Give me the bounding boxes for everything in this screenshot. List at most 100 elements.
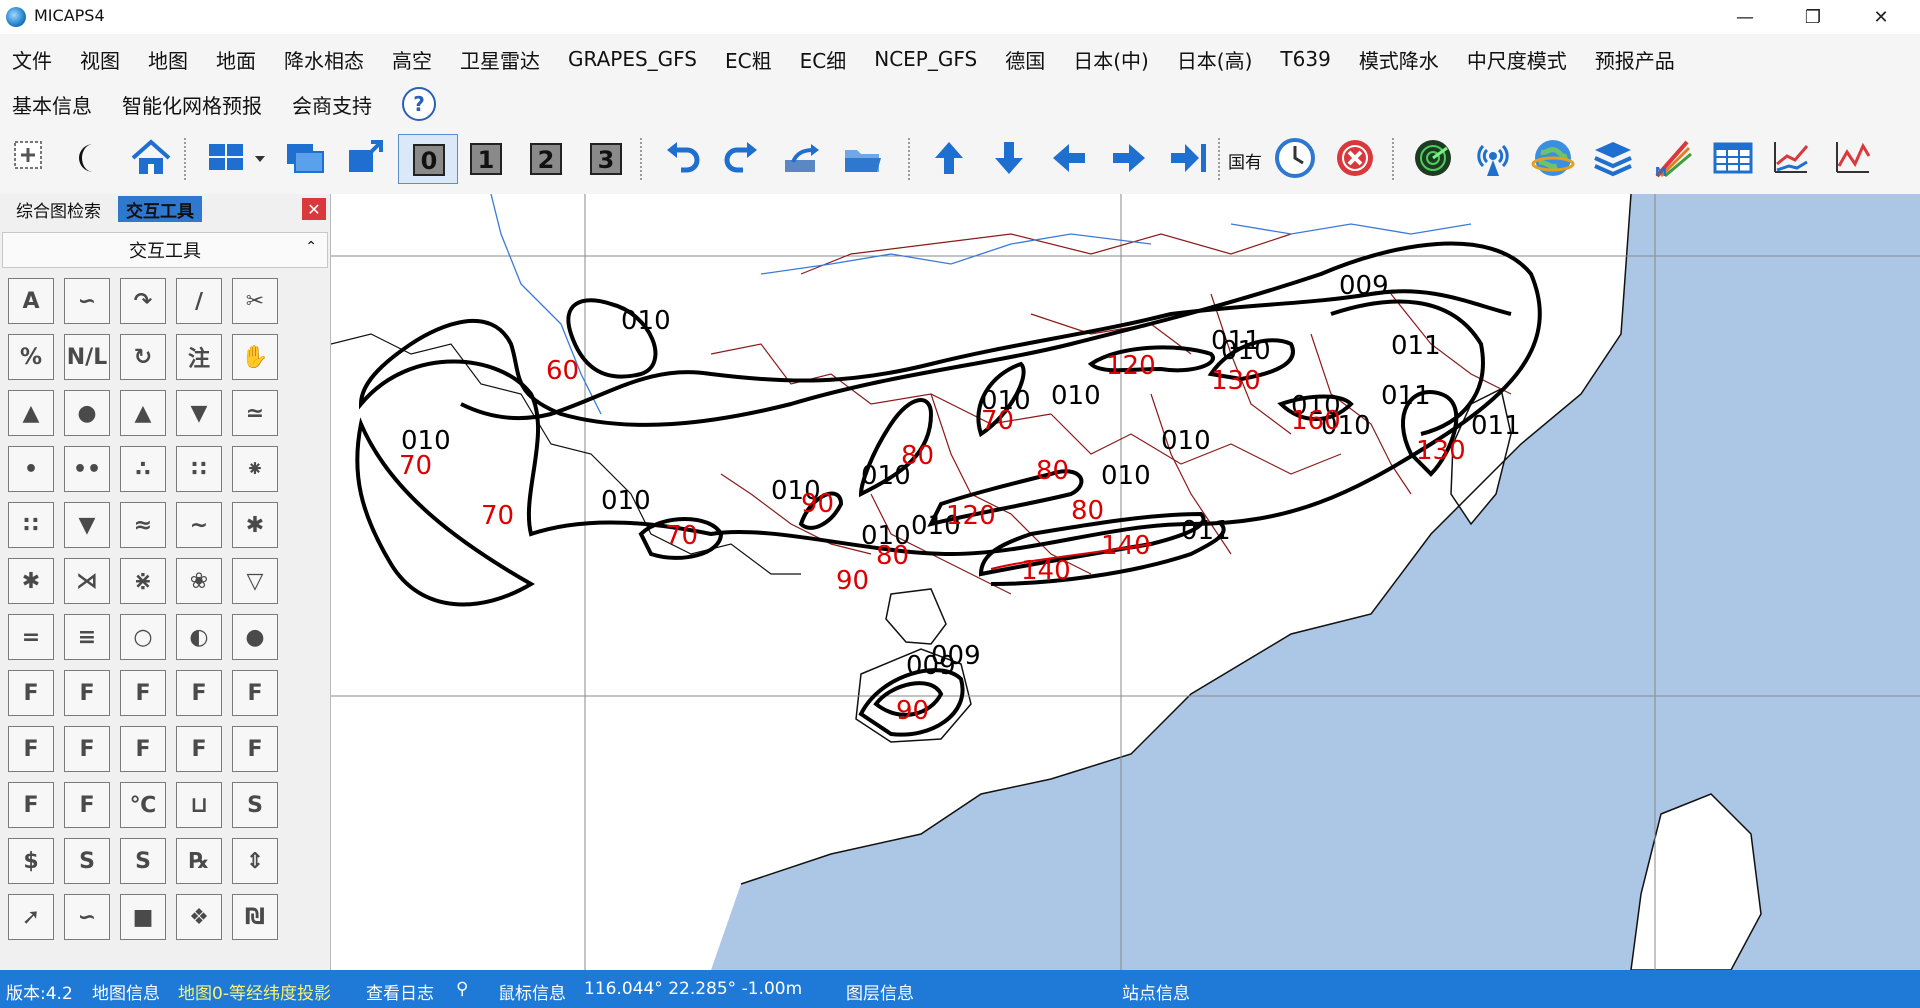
minimize-button[interactable]: — bbox=[1736, 6, 1754, 28]
menu-item-ec-fine[interactable]: EC细 bbox=[799, 48, 847, 73]
menu-item-japan-high[interactable]: 日本(高) bbox=[1176, 48, 1253, 73]
flag5-icon[interactable]: F bbox=[232, 670, 278, 716]
celsius-icon[interactable]: ℃ bbox=[120, 782, 166, 828]
snowflake-star-icon[interactable]: ✱ bbox=[232, 502, 278, 548]
s-icon[interactable]: S bbox=[232, 782, 278, 828]
menu-item-ec-coarse[interactable]: EC粗 bbox=[725, 48, 772, 73]
drifting-snow-icon[interactable]: ⋇ bbox=[120, 558, 166, 604]
status-station-info[interactable]: 站点信息 bbox=[1122, 984, 1190, 1004]
clock-icon[interactable] bbox=[1272, 134, 1318, 182]
globe-icon[interactable] bbox=[1530, 134, 1576, 182]
redo-icon[interactable] bbox=[718, 134, 764, 182]
double-curve-icon[interactable]: ∽ bbox=[64, 894, 110, 940]
map-view[interactable]: 010 010 010 010 010 010 010 010 010 010 … bbox=[331, 194, 1920, 970]
diamond-arrows-icon[interactable]: ❖ bbox=[176, 894, 222, 940]
half-circle-icon[interactable]: ◐ bbox=[176, 614, 222, 660]
menu-item-grapes-gfs[interactable]: GRAPES_GFS bbox=[568, 47, 698, 71]
flag8-icon[interactable]: F bbox=[120, 726, 166, 772]
tab-comprehensive-search[interactable]: 综合图检索 bbox=[16, 201, 101, 222]
text-A-icon[interactable]: A bbox=[8, 278, 54, 324]
menu-item-surface[interactable]: 地面 bbox=[216, 48, 256, 73]
jet-icon[interactable]: ≃ bbox=[232, 390, 278, 436]
sandstorm-icon[interactable]: ❀ bbox=[176, 558, 222, 604]
dot2-icon[interactable]: •• bbox=[64, 446, 110, 492]
menu-item-consultation[interactable]: 会商支持 bbox=[292, 93, 372, 118]
status-map-info[interactable]: 地图信息 bbox=[92, 984, 160, 1004]
occluded-front-icon[interactable]: ▲ bbox=[120, 390, 166, 436]
menu-item-germany[interactable]: 德国 bbox=[1005, 48, 1046, 73]
cold-front-icon[interactable]: ▲ bbox=[8, 390, 54, 436]
menu-item-t639[interactable]: T639 bbox=[1280, 47, 1331, 71]
flag7-icon[interactable]: F bbox=[64, 726, 110, 772]
circle-icon[interactable]: ○ bbox=[120, 614, 166, 660]
line-icon[interactable]: ∕ bbox=[176, 278, 222, 324]
table-icon[interactable] bbox=[1710, 134, 1756, 182]
dot4-icon[interactable]: ∷ bbox=[176, 446, 222, 492]
arrow-icon[interactable]: ➚ bbox=[8, 894, 54, 940]
flag9-icon[interactable]: F bbox=[176, 726, 222, 772]
arrow-last-icon[interactable] bbox=[1166, 134, 1212, 182]
grid-dots-icon[interactable]: ∷ bbox=[8, 502, 54, 548]
blowing-snow-icon[interactable]: ⋊ bbox=[64, 558, 110, 604]
bracket-icon[interactable]: ⊔ bbox=[176, 782, 222, 828]
layout-grid-icon[interactable] bbox=[204, 134, 250, 182]
help-icon[interactable]: ? bbox=[402, 87, 436, 121]
arrow-down-icon[interactable] bbox=[986, 134, 1032, 182]
person-icon[interactable]: ℞ bbox=[176, 838, 222, 884]
radar-icon[interactable] bbox=[1410, 134, 1456, 182]
line-chart-icon[interactable] bbox=[1830, 134, 1876, 182]
new-window-icon[interactable] bbox=[8, 134, 54, 182]
open-folder-icon[interactable] bbox=[840, 134, 886, 182]
haze-icon[interactable]: ∼ bbox=[176, 502, 222, 548]
curve-icon[interactable]: ∽ bbox=[64, 278, 110, 324]
antenna-icon[interactable] bbox=[1470, 134, 1516, 182]
scissors-icon[interactable]: ✂ bbox=[232, 278, 278, 324]
export-icon[interactable] bbox=[778, 134, 824, 182]
menu-item-smart-grid-forecast[interactable]: 智能化网格预报 bbox=[122, 93, 262, 118]
arrow-right-icon[interactable] bbox=[1106, 134, 1152, 182]
shower-icon[interactable]: ▽ bbox=[232, 558, 278, 604]
triple-line-icon[interactable]: ≡ bbox=[64, 614, 110, 660]
restore-button[interactable]: ❐ bbox=[1804, 6, 1822, 28]
dot1-icon[interactable]: • bbox=[8, 446, 54, 492]
collapse-icon[interactable]: ⌃ bbox=[305, 239, 317, 255]
arc-icon[interactable]: ↷ bbox=[120, 278, 166, 324]
double-line-icon[interactable]: = bbox=[8, 614, 54, 660]
layer-2-button[interactable]: 2 bbox=[522, 134, 568, 182]
flag11-icon[interactable]: F bbox=[8, 782, 54, 828]
percent-icon[interactable]: % bbox=[8, 334, 54, 380]
menu-item-model-precip[interactable]: 模式降水 bbox=[1358, 48, 1439, 73]
menu-item-japan-mid[interactable]: 日本(中) bbox=[1073, 48, 1149, 73]
layer-0-button[interactable]: 0 bbox=[398, 134, 458, 184]
arrow-up-icon[interactable] bbox=[926, 134, 972, 182]
flag10-icon[interactable]: F bbox=[232, 726, 278, 772]
fog-icon[interactable]: ≈ bbox=[120, 502, 166, 548]
s-cross-icon[interactable]: S bbox=[120, 838, 166, 884]
menu-item-mesoscale-model[interactable]: 中尺度模式 bbox=[1466, 48, 1567, 73]
flag2-icon[interactable]: F bbox=[64, 670, 110, 716]
nl-icon[interactable]: N/L bbox=[64, 334, 110, 380]
menu-item-satellite-radar[interactable]: 卫星雷达 bbox=[460, 48, 540, 73]
warm-front-icon[interactable]: ● bbox=[64, 390, 110, 436]
layout-dropdown-icon[interactable] bbox=[252, 134, 268, 182]
hand-icon[interactable]: ✋ bbox=[232, 334, 278, 380]
status-layer-info[interactable]: 图层信息 bbox=[846, 984, 914, 1004]
dollar-icon[interactable]: $ bbox=[8, 838, 54, 884]
menu-item-forecast-products[interactable]: 预报产品 bbox=[1594, 48, 1675, 73]
home-icon[interactable] bbox=[128, 134, 174, 182]
menu-item-view[interactable]: 视图 bbox=[80, 48, 120, 73]
s-arrow-icon[interactable]: S bbox=[64, 838, 110, 884]
flag1-icon[interactable]: F bbox=[8, 670, 54, 716]
stationary-front-icon[interactable]: ▼ bbox=[176, 390, 222, 436]
menu-item-precip-phase[interactable]: 降水相态 bbox=[284, 48, 364, 73]
shape-icon[interactable]: ■ bbox=[120, 894, 166, 940]
search-icon[interactable]: ⚲ bbox=[456, 979, 469, 999]
status-projection[interactable]: 地图0-等经纬度投影 bbox=[178, 984, 331, 1004]
snow-icon[interactable]: ✱ bbox=[8, 558, 54, 604]
layer-3-button[interactable]: 3 bbox=[582, 134, 628, 182]
flag3-icon[interactable]: F bbox=[120, 670, 166, 716]
flag4-icon[interactable]: F bbox=[176, 670, 222, 716]
menu-item-map[interactable]: 地图 bbox=[148, 48, 188, 73]
layer-1-button[interactable]: 1 bbox=[462, 134, 508, 182]
menu-item-basic-info[interactable]: 基本信息 bbox=[12, 93, 92, 118]
